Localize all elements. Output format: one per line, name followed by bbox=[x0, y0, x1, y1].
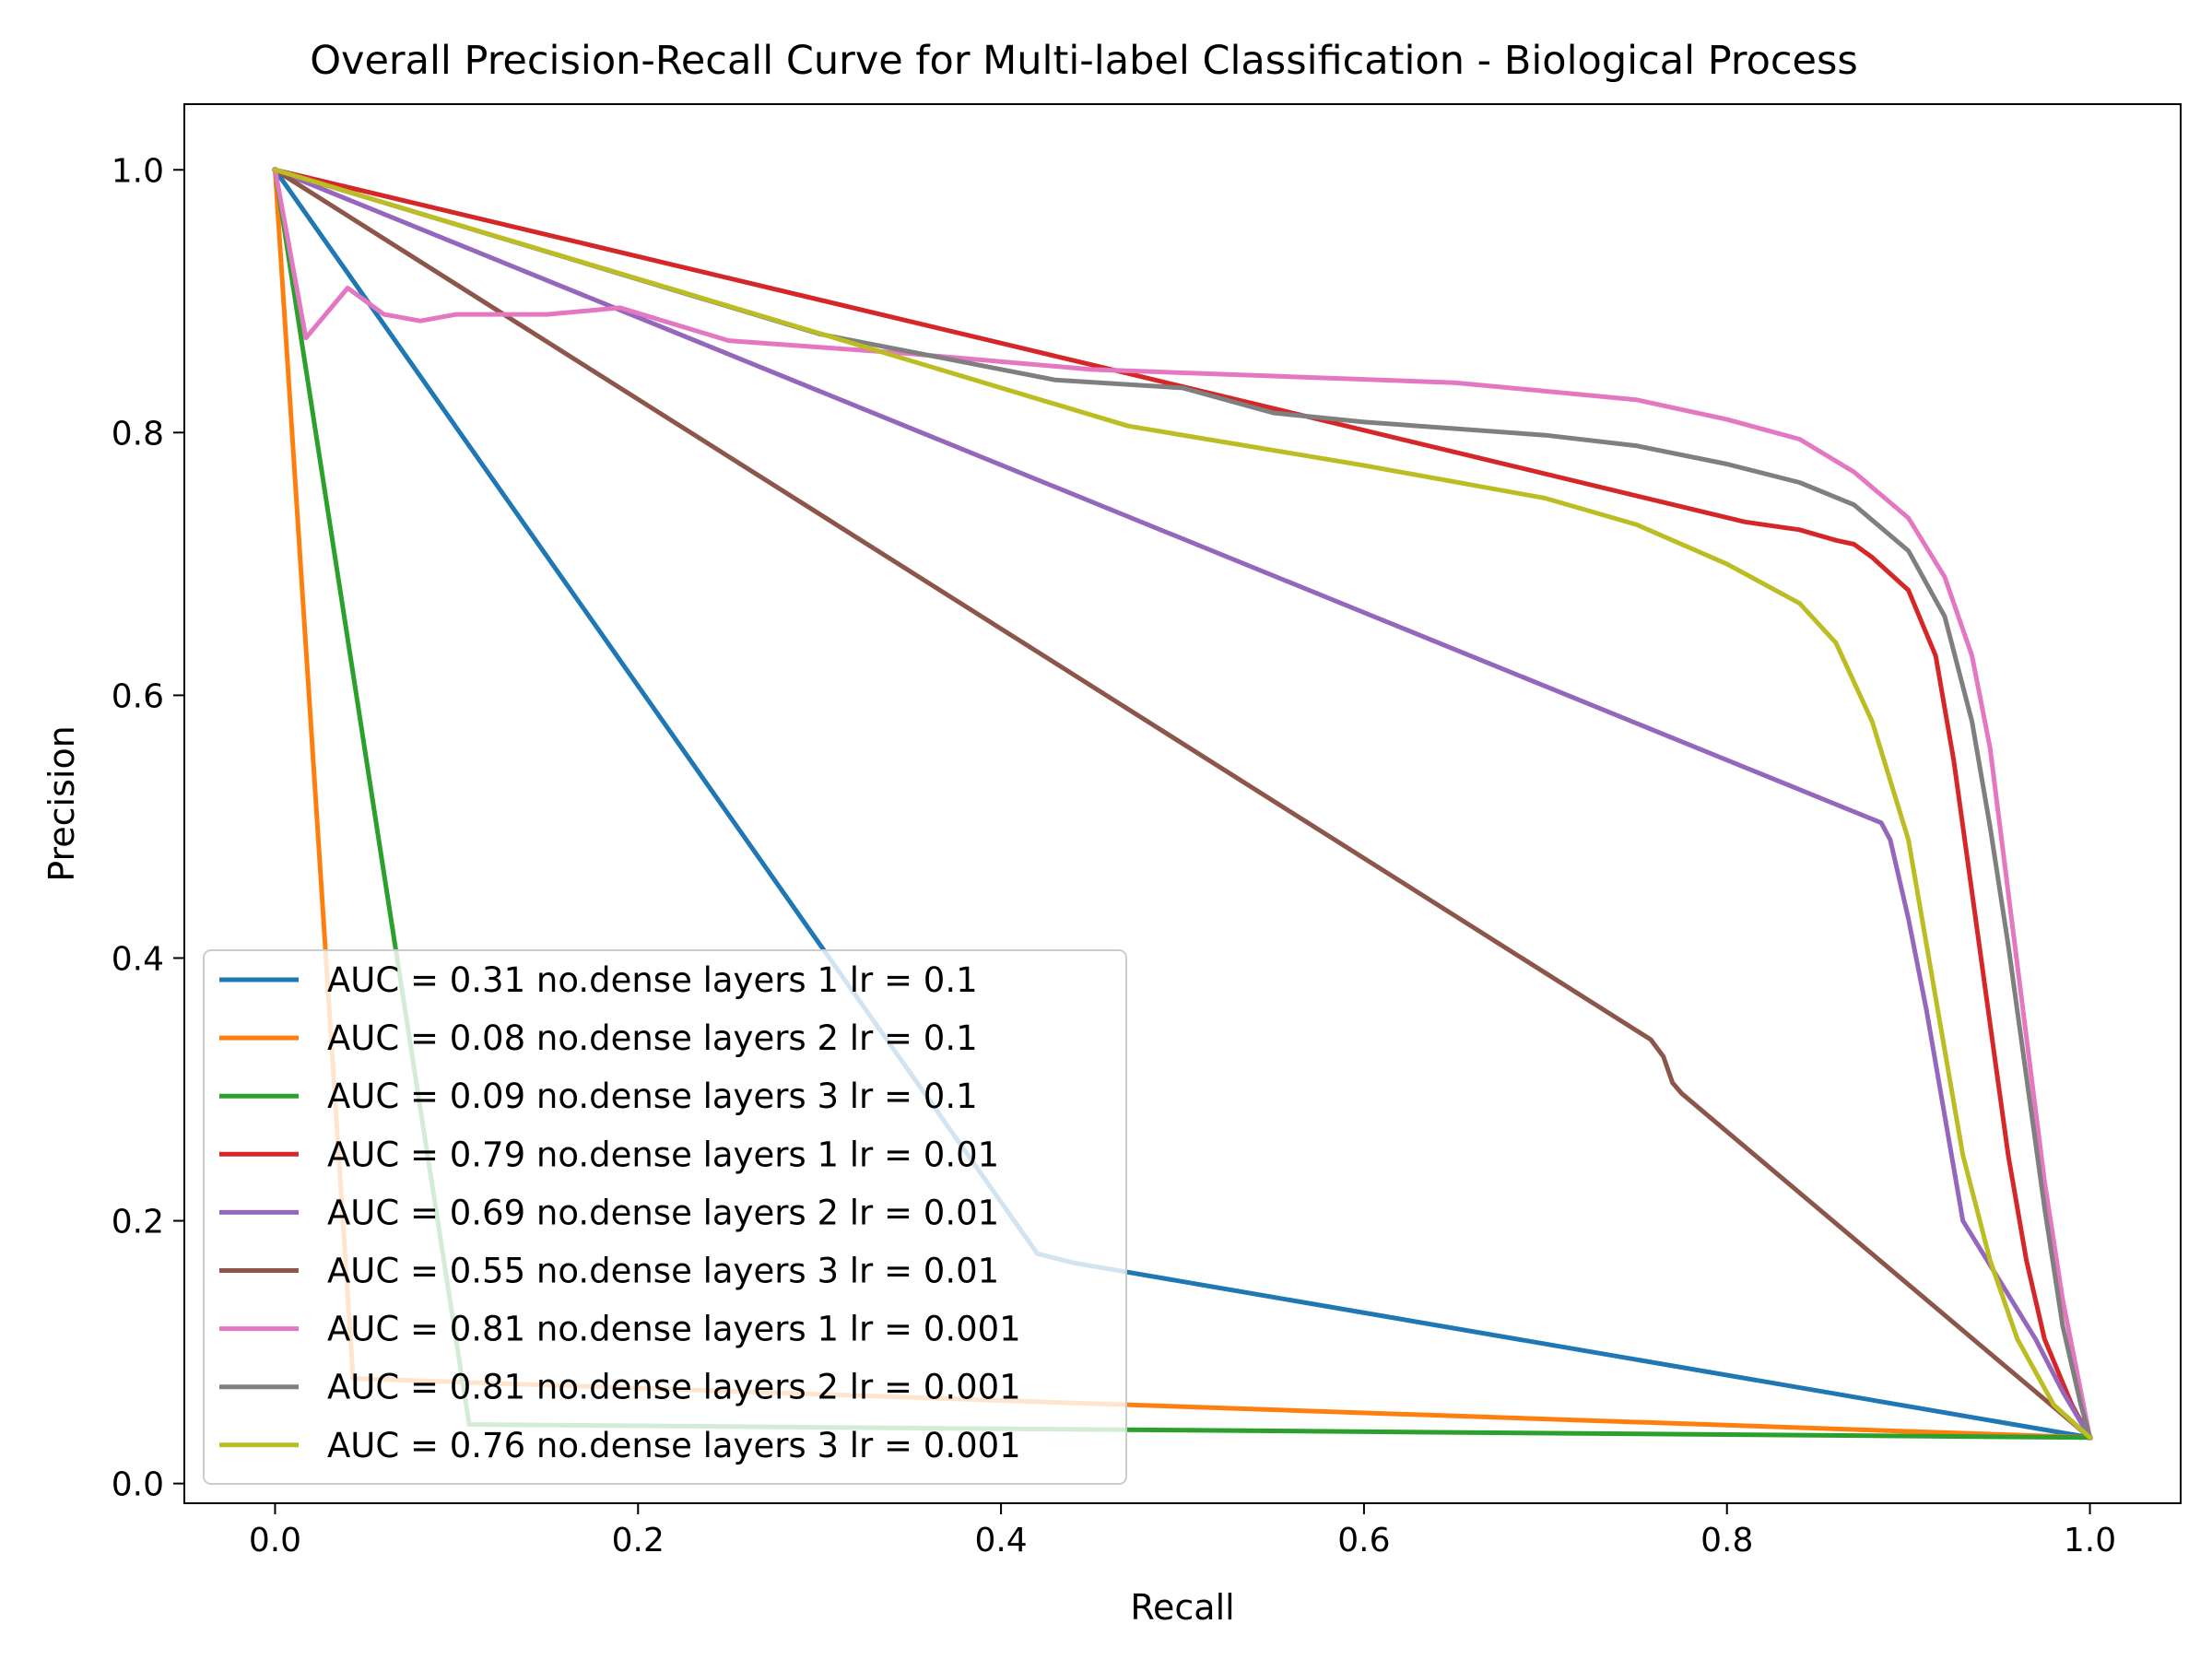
legend-label-2: AUC = 0.08 no.dense layers 2 lr = 0.1 bbox=[327, 1018, 978, 1058]
legend-label-6: AUC = 0.55 no.dense layers 3 lr = 0.01 bbox=[327, 1252, 999, 1291]
x-axis-label: Recall bbox=[1130, 1587, 1234, 1628]
legend: AUC = 0.31 no.dense layers 1 lr = 0.1 AUC… bbox=[204, 950, 1126, 1484]
x-tick-label: 0.0 bbox=[249, 1522, 301, 1559]
y-tick-label: 0.8 bbox=[112, 415, 164, 453]
x-tick-label: 0.8 bbox=[1700, 1522, 1753, 1559]
x-tick-label: 0.6 bbox=[1337, 1522, 1390, 1559]
chart-title: Overall Precision-Recall Curve for Multi… bbox=[310, 38, 1858, 84]
legend-label-5: AUC = 0.69 no.dense layers 2 lr = 0.01 bbox=[327, 1193, 999, 1232]
y-tick-label: 0.0 bbox=[112, 1466, 164, 1504]
legend-label-3: AUC = 0.09 no.dense layers 3 lr = 0.1 bbox=[327, 1077, 978, 1116]
legend-label-9: AUC = 0.76 no.dense layers 3 lr = 0.001 bbox=[327, 1426, 1021, 1465]
y-tick-label: 1.0 bbox=[112, 152, 164, 190]
y-tick-label: 0.4 bbox=[112, 940, 164, 978]
legend-label-7: AUC = 0.81 no.dense layers 1 lr = 0.001 bbox=[327, 1310, 1021, 1349]
legend-entries: AUC = 0.31 no.dense layers 1 lr = 0.1 AUC… bbox=[219, 960, 1021, 1465]
y-tick-label: 0.6 bbox=[112, 677, 164, 715]
x-tick-label: 1.0 bbox=[2064, 1522, 2116, 1559]
legend-label-8: AUC = 0.81 no.dense layers 2 lr = 0.001 bbox=[327, 1368, 1021, 1407]
x-tick-label: 0.4 bbox=[974, 1522, 1027, 1559]
y-axis-label: Precision bbox=[41, 725, 82, 882]
x-tick-label: 0.2 bbox=[612, 1522, 665, 1559]
legend-label-4: AUC = 0.79 no.dense layers 1 lr = 0.01 bbox=[327, 1135, 999, 1174]
legend-label-1: AUC = 0.31 no.dense layers 1 lr = 0.1 bbox=[327, 960, 978, 1000]
y-tick-label: 0.2 bbox=[112, 1204, 164, 1241]
